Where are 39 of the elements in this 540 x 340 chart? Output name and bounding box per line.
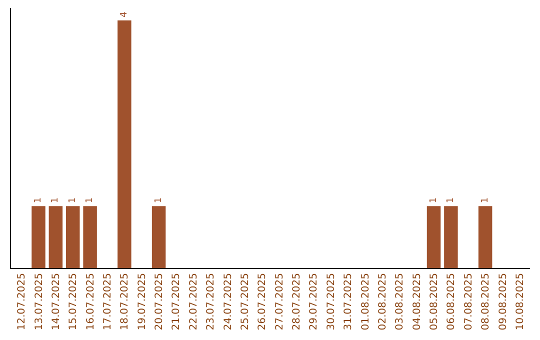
x-tick-label: 04.08.2025 (412, 273, 423, 330)
x-tick-label: 12.07.2025 (16, 273, 28, 330)
x-tick-label: 24.07.2025 (222, 273, 234, 330)
data-label: 1 (50, 197, 61, 204)
x-tick-label: 10.08.2025 (514, 273, 526, 330)
x-tick-label: 06.08.2025 (446, 273, 458, 330)
x-tick-label: 13.07.2025 (34, 273, 45, 330)
x-tick-label: 28.07.2025 (292, 273, 303, 330)
x-tick-label: 26.07.2025 (257, 273, 268, 330)
x-tick-label: 02.08.2025 (377, 273, 388, 330)
x-tick-label: 25.07.2025 (240, 273, 251, 330)
data-label: 1 (480, 197, 490, 204)
x-tick-label: 18.07.2025 (120, 273, 131, 330)
data-label: 1 (68, 197, 78, 204)
x-tick-label: 19.07.2025 (136, 273, 148, 330)
x-tick-label: 14.07.2025 (50, 273, 62, 330)
x-tick-label: 07.08.2025 (463, 273, 474, 330)
x-tick-label: 23.07.2025 (206, 273, 217, 330)
data-label: 1 (33, 197, 44, 204)
x-tick-label: 20.07.2025 (154, 273, 166, 330)
data-label: 1 (154, 197, 164, 204)
x-tick-label: 16.07.2025 (85, 273, 96, 330)
data-label: 4 (119, 11, 130, 18)
x-tick-label: 22.07.2025 (188, 273, 200, 330)
x-tick-label: 09.08.2025 (498, 273, 509, 330)
x-tick-label: 05.08.2025 (429, 273, 440, 330)
data-label: 1 (428, 197, 439, 204)
x-tick-label: 03.08.2025 (394, 273, 406, 330)
x-tick-label: 21.07.2025 (171, 273, 182, 330)
data-label: 1 (85, 197, 96, 204)
x-tick-label: 30.07.2025 (326, 273, 337, 330)
x-tick-label: 17.07.2025 (102, 273, 114, 330)
x-tick-label: 29.07.2025 (308, 273, 320, 330)
data-label: 1 (446, 197, 456, 204)
x-tick-label: 31.07.2025 (343, 273, 354, 330)
x-tick-label: 01.08.2025 (360, 273, 372, 330)
x-tick-label: 27.07.2025 (274, 273, 286, 330)
x-tick-label: 15.07.2025 (68, 273, 80, 330)
x-tick-label: 08.08.2025 (480, 273, 492, 330)
